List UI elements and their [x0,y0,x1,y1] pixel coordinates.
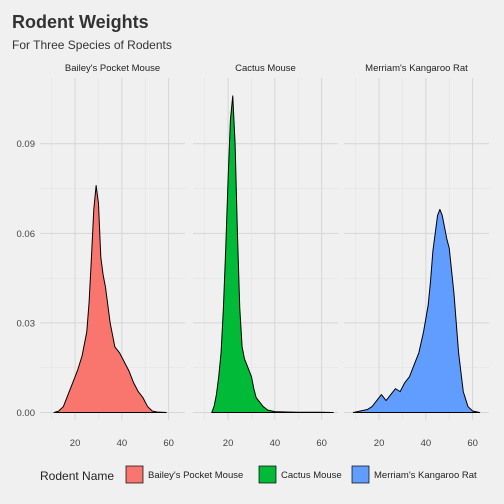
x-tick-label: 40 [421,438,432,449]
density-area [211,95,334,414]
facet-strip-label: Cactus Mouse [235,63,296,74]
density-area [352,208,481,414]
x-tick-label: 20 [374,438,385,449]
legend-items: Bailey's Pocket Mouse Cactus Mouse Merriam… [125,465,477,484]
legend-title: Rodent Name [40,469,114,483]
legend-label: Bailey's Pocket Mouse [148,470,243,481]
chart-subtitle: For Three Species of Rodents [12,38,172,52]
facet-panels: Bailey's Pocket Mouse 20 40 60 Cactus Mouse 2… [40,63,489,449]
facet-panel: Merriam's Kangaroo Rat 20 40 60 [344,63,489,449]
legend-key [258,465,277,484]
facet-strip-label: Merriam's Kangaroo Rat [365,63,468,74]
legend: Rodent Name Bailey's Pocket Mouse Cactus … [40,465,477,484]
chart-title: Rodent Weights [12,12,149,32]
y-tick-label: 0.06 [17,229,36,240]
x-tick-label: 20 [70,438,81,449]
legend-label: Cactus Mouse [281,470,342,481]
x-tick-label: 60 [467,438,478,449]
legend-key [125,465,144,484]
legend-key [351,465,370,484]
facet-panel: Bailey's Pocket Mouse 20 40 60 [40,63,185,449]
legend-label: Merriam's Kangaroo Rat [374,470,477,481]
y-tick-label: 0.09 [17,139,36,150]
x-tick-label: 60 [316,438,327,449]
y-tick-label: 0.03 [17,318,36,329]
facet-panel: Cactus Mouse 20 40 60 [193,63,338,449]
x-tick-label: 60 [163,438,174,449]
x-tick-label: 20 [223,438,234,449]
density-area [53,185,167,414]
y-axis-tick-labels: 0.00 0.03 0.06 0.09 [17,139,36,419]
facet-strip-label: Bailey's Pocket Mouse [65,63,160,74]
y-tick-label: 0.00 [17,408,36,419]
x-tick-label: 40 [117,438,128,449]
x-tick-label: 40 [270,438,281,449]
